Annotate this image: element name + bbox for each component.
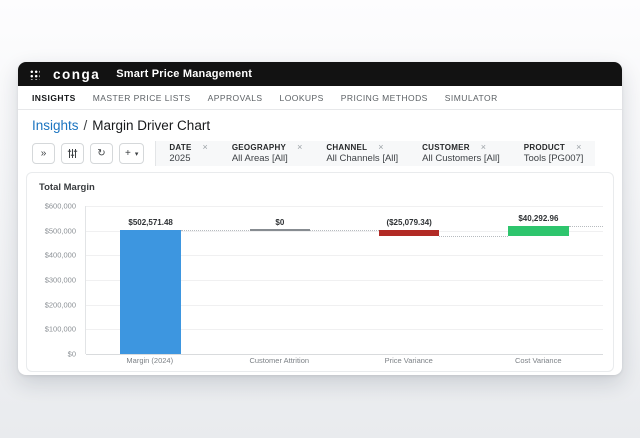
nav-tab-approvals[interactable]: APPROVALS	[207, 92, 263, 103]
gridline	[86, 206, 603, 207]
chart-title: Total Margin	[39, 182, 95, 193]
y-tick-label: $600,000	[44, 201, 76, 211]
x-axis: Margin (2024) Customer Attrition Price Var…	[85, 356, 603, 368]
filter-geography-label: GEOGRAPHY	[231, 143, 287, 152]
nav-tab-simulator[interactable]: SIMULATOR	[444, 92, 498, 103]
y-tick-label: $400,000	[44, 250, 76, 260]
bar-value-label: $0	[275, 218, 285, 228]
nav-tab-pricing-methods[interactable]: PRICING METHODS	[340, 92, 428, 103]
waterfall-connector	[310, 230, 379, 232]
filter-date: DATE × 2025	[169, 142, 208, 165]
collapse-panel-button[interactable]: »	[32, 143, 55, 164]
gridline	[86, 354, 603, 355]
gridline	[86, 230, 603, 232]
refresh-button[interactable]: ↻	[90, 143, 113, 164]
app-header: conga Smart Price Management	[18, 62, 622, 86]
add-chart-button[interactable]: + ▾	[119, 143, 145, 164]
close-icon[interactable]: ×	[202, 142, 208, 152]
y-tick-label: $300,000	[44, 275, 76, 285]
close-icon[interactable]: ×	[378, 142, 384, 152]
waterfall-bar-2[interactable]	[249, 229, 311, 232]
double-chevron-icon: »	[40, 148, 47, 159]
filter-strip: DATE × 2025 GEOGRAPHY × All Areas [All] CHANNE…	[155, 141, 596, 166]
nav-tab-master-price-lists[interactable]: MASTER PRICE LISTS	[92, 92, 191, 103]
close-icon[interactable]: ×	[480, 142, 487, 152]
bar-value-label: $502,571.48	[128, 218, 173, 228]
waterfall-connector	[180, 230, 250, 232]
nav-tab-insights[interactable]: INSIGHTS	[32, 92, 76, 103]
waterfall-connector	[439, 236, 508, 238]
filter-customer-head: CUSTOMER ×	[422, 142, 500, 153]
close-icon[interactable]: ×	[297, 142, 303, 152]
y-tick-label: $0	[67, 349, 76, 359]
main-nav: INSIGHTS MASTER PRICE LISTS APPROVALS LOOKU…	[18, 86, 622, 110]
app-title: Smart Price Management	[116, 68, 253, 80]
filter-product-label: PRODUCT	[523, 143, 566, 152]
filter-customer: CUSTOMER × All Customers [All]	[422, 142, 500, 165]
filter-date-value[interactable]: 2025	[169, 153, 191, 164]
waterfall-bar-1[interactable]	[120, 230, 181, 354]
filter-channel-head: CHANNEL ×	[326, 142, 398, 153]
toolbar: » ↻ + ▾ DATE × 2025 GEOGRAPHY × All Areas [A	[18, 137, 622, 171]
page-title: Margin Driver Chart	[92, 118, 211, 133]
y-tick-label: $100,000	[44, 324, 76, 334]
filter-settings-button[interactable]	[61, 143, 84, 164]
plus-icon: +	[125, 148, 131, 159]
y-tick-label: $200,000	[44, 300, 76, 310]
x-category-label: Price Variance	[384, 356, 433, 365]
filter-product-value[interactable]: Tools [PG007]	[523, 153, 584, 164]
filter-product: PRODUCT × Tools [PG007]	[523, 142, 584, 165]
gridline	[86, 280, 603, 281]
filter-geography-value[interactable]: All Areas [All]	[231, 153, 288, 164]
filter-channel: CHANNEL × All Channels [All]	[326, 142, 399, 165]
gridline	[86, 255, 603, 257]
filter-product-head: PRODUCT ×	[523, 142, 584, 153]
filter-date-label: DATE	[169, 143, 192, 152]
gridline	[86, 329, 603, 331]
chart-panel: Total Margin $600,000 $500,000 $400,000 $30…	[26, 172, 614, 372]
sliders-icon	[67, 149, 78, 158]
x-category-label: Cost Variance	[514, 356, 562, 365]
y-tick-label: $500,000	[44, 226, 76, 236]
app-launcher-grid-icon[interactable]	[29, 68, 40, 80]
filter-channel-value[interactable]: All Channels [All]	[326, 153, 399, 164]
app-window: conga Smart Price Management INSIGHTS MAS…	[18, 62, 622, 375]
toolbar-button-group: » ↻ + ▾	[32, 141, 155, 166]
breadcrumb: Insights / Margin Driver Chart	[18, 110, 622, 137]
filter-geography: GEOGRAPHY × All Areas [All]	[231, 142, 303, 165]
bar-value-label: $40,292.96	[518, 214, 559, 224]
filter-geography-head: GEOGRAPHY ×	[231, 142, 303, 153]
filter-channel-label: CHANNEL	[326, 143, 368, 152]
bar-value-label: ($25,079.34)	[386, 218, 432, 228]
waterfall-connector	[568, 226, 603, 228]
refresh-icon: ↻	[97, 148, 106, 159]
filter-customer-value[interactable]: All Customers [All]	[422, 153, 500, 164]
x-category-label: Margin (2024)	[126, 356, 174, 365]
plot-wrap: $600,000 $500,000 $400,000 $300,000 $200,000…	[37, 202, 605, 359]
breadcrumb-insights-link[interactable]: Insights	[32, 118, 79, 133]
x-category-label: Customer Attrition	[249, 356, 310, 365]
breadcrumb-separator: /	[83, 118, 88, 133]
gridline	[86, 304, 603, 306]
waterfall-bar-3[interactable]	[378, 230, 440, 237]
close-icon[interactable]: ×	[576, 142, 582, 152]
conga-logo: conga	[53, 66, 101, 82]
y-axis: $600,000 $500,000 $400,000 $300,000 $200,000…	[37, 202, 81, 359]
plot-area: $502,571.48 $0 ($25,079.34) $40,292.96	[85, 206, 603, 355]
filter-customer-label: CUSTOMER	[422, 143, 470, 152]
waterfall-bar-4[interactable]	[508, 226, 569, 237]
chevron-down-icon: ▾	[134, 150, 139, 158]
nav-tab-lookups[interactable]: LOOKUPS	[279, 92, 324, 103]
filter-date-head: DATE ×	[169, 142, 208, 153]
